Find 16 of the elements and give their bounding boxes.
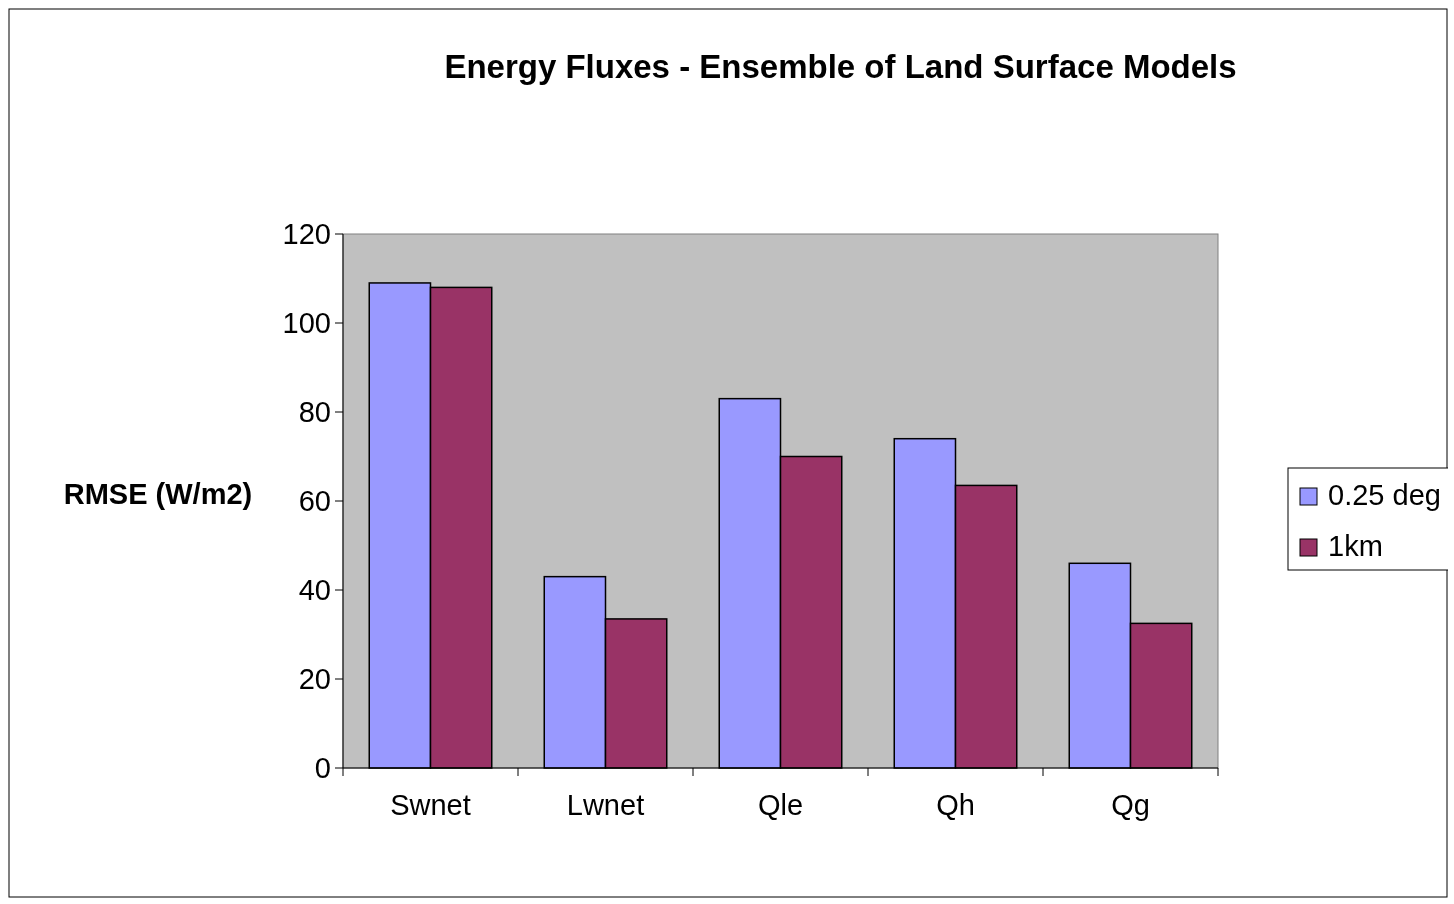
x-tick-label: Qle <box>757 789 804 821</box>
y-tick-label: 80 <box>298 396 331 428</box>
legend-label: 0.25 deg <box>1328 479 1441 511</box>
y-tick-label: 100 <box>282 307 331 339</box>
x-tick-label: Lwnet <box>566 789 645 821</box>
chart-title: Energy Fluxes - Ensemble of Land Surface Models <box>444 48 1237 85</box>
y-axis-title: RMSE (W/m2) <box>63 478 253 510</box>
x-tick-label: Qh <box>936 789 975 821</box>
y-tick-label: 120 <box>282 218 331 250</box>
y-tick-label: 60 <box>298 485 331 517</box>
x-tick-label: Swnet <box>390 789 471 821</box>
y-tick-label: 0 <box>314 752 331 784</box>
legend-label: 1km <box>1328 530 1383 562</box>
x-tick-label: Qg <box>1111 789 1150 821</box>
y-tick-label: 20 <box>298 663 331 695</box>
y-tick-label: 40 <box>298 574 331 606</box>
